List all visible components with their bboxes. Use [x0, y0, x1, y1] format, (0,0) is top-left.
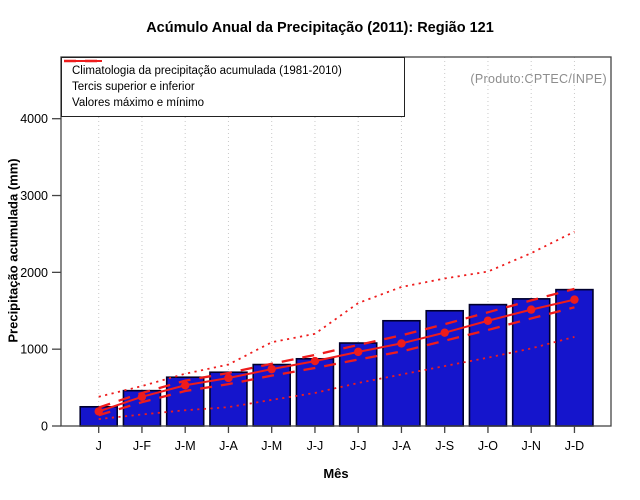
x-tick-label: J-D — [565, 439, 584, 453]
x-tick-label: J-A — [219, 439, 238, 453]
legend-item-climatology: Climatologia da precipitação acumulada (… — [64, 60, 404, 79]
legend-label: Tercis superior e inferior — [72, 81, 195, 93]
x-tick-label: J — [96, 439, 102, 453]
x-tick-label: J-F — [133, 439, 151, 453]
y-tick-label: 3000 — [20, 189, 48, 203]
series-line-dotted — [98, 230, 575, 398]
data-point-marker — [181, 381, 190, 390]
data-point-marker — [354, 347, 363, 357]
series-line-dashed — [98, 306, 575, 417]
y-tick-label: 0 — [41, 420, 48, 434]
x-tick-label: J-M — [261, 439, 282, 453]
data-point-marker — [397, 339, 406, 348]
data-point-marker — [94, 407, 103, 416]
x-tick-label: J-J — [350, 439, 367, 453]
dotted-line-icon — [64, 60, 92, 62]
legend-label: Climatologia da precipitação acumulada (… — [72, 65, 342, 77]
chart-legend: Climatologia da precipitação acumulada (… — [61, 57, 405, 117]
series-line-dashed — [98, 287, 575, 409]
data-point-marker — [440, 328, 449, 337]
legend-item-tercis: Tercis superior e inferior — [64, 59, 404, 95]
data-point-marker — [527, 305, 536, 314]
x-tick-label: J-J — [307, 439, 324, 453]
y-tick-label: 2000 — [20, 266, 48, 280]
x-tick-label: J-M — [175, 439, 196, 453]
x-tick-label: J-A — [392, 439, 411, 453]
chart-title: Acúmulo Anual da Precipitação (2011): Re… — [146, 20, 494, 36]
data-point-marker — [483, 316, 493, 325]
legend-item-max-min: Valores máximo e mínimo — [64, 60, 404, 111]
x-axis-label: Mês — [323, 466, 349, 481]
series-line-solid — [98, 298, 575, 413]
y-tick-label: 4000 — [20, 112, 48, 126]
bar — [555, 288, 594, 427]
data-point-marker — [267, 364, 276, 374]
y-tick-label: 1000 — [20, 343, 48, 357]
x-tick-label: J-S — [435, 439, 454, 453]
data-point-marker — [224, 373, 233, 383]
product-watermark: (Produto:CPTEC/INPE) — [470, 72, 607, 86]
series-line-dotted — [98, 336, 575, 420]
dashed-line-icon — [64, 59, 102, 63]
data-point-marker — [570, 295, 579, 304]
data-point-marker — [137, 392, 147, 402]
bar — [382, 319, 421, 427]
data-point-marker — [310, 356, 320, 366]
x-tick-label: J-N — [521, 439, 540, 453]
legend-label: Valores máximo e mínimo — [72, 97, 205, 109]
x-tick-label: J-O — [478, 439, 498, 453]
